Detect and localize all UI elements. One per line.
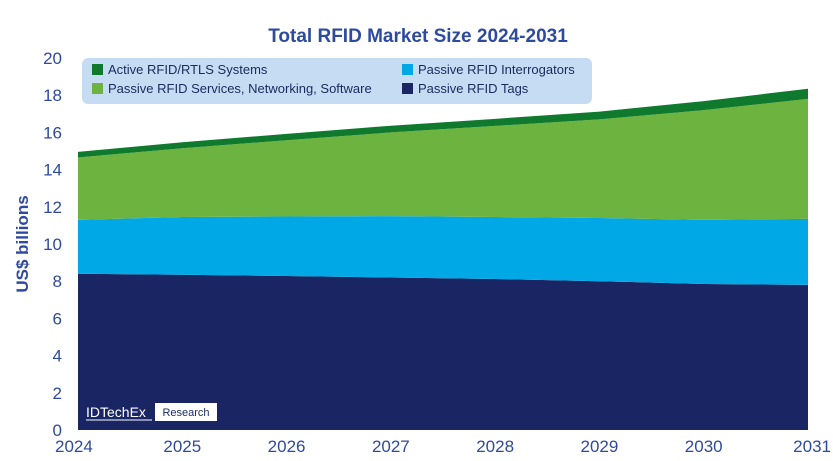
legend-item: Active RFID/RTLS Systems [92, 62, 268, 77]
area-passive-rfid-tags [78, 273, 808, 430]
y-tick-label: 2 [53, 384, 62, 403]
y-axis-label: US$ billions [13, 195, 32, 292]
legend-item: Passive RFID Services, Networking, Softw… [92, 81, 372, 96]
legend-label: Passive RFID Services, Networking, Softw… [108, 81, 372, 96]
brand-tag-box [155, 403, 217, 421]
legend-label: Passive RFID Tags [418, 81, 529, 96]
idtechex-logo: IDTechEx Research [86, 403, 217, 421]
legend-swatch [92, 64, 103, 75]
x-tick-label: 2029 [581, 437, 619, 456]
x-tick-label: 2031 [793, 437, 831, 456]
legend-swatch [92, 83, 103, 94]
y-tick-label: 14 [43, 161, 62, 180]
legend-item: Passive RFID Interrogators [402, 62, 575, 77]
x-axis-ticks: 2024 2025 2026 2027 2028 2029 2030 2031 [55, 437, 831, 456]
y-axis-ticks: 0 2 4 6 8 10 12 14 16 18 20 [43, 49, 62, 440]
legend-label: Active RFID/RTLS Systems [108, 62, 268, 77]
y-tick-label: 4 [53, 347, 62, 366]
legend-background [82, 58, 592, 104]
legend-item: Passive RFID Tags [402, 81, 529, 96]
x-tick-label: 2028 [476, 437, 514, 456]
x-tick-label: 2025 [163, 437, 201, 456]
x-tick-label: 2024 [55, 437, 93, 456]
area-passive-rfid-interrogators [78, 216, 808, 285]
y-tick-label: 20 [43, 49, 62, 68]
legend-swatch [402, 83, 413, 94]
area-passive-rfid-services-networking-software [78, 98, 808, 220]
area-layers [78, 88, 808, 430]
chart-title: Total RFID Market Size 2024-2031 [268, 26, 568, 47]
area-active-rfid-rtls-systems [78, 88, 808, 158]
legend: Active RFID/RTLS Systems Passive RFID Int… [82, 58, 592, 104]
brand-company: IDTechEx [86, 404, 146, 420]
y-tick-label: 18 [43, 86, 62, 105]
y-tick-label: 0 [53, 421, 62, 440]
brand-tag: Research [162, 407, 209, 419]
y-tick-label: 6 [53, 309, 62, 328]
x-tick-label: 2026 [268, 437, 306, 456]
y-tick-label: 8 [53, 272, 62, 291]
y-tick-label: 12 [43, 198, 62, 217]
x-tick-label: 2027 [372, 437, 410, 456]
y-tick-label: 10 [43, 235, 62, 254]
x-tick-label: 2030 [685, 437, 723, 456]
legend-swatch [402, 64, 413, 75]
legend-label: Passive RFID Interrogators [418, 62, 575, 77]
y-tick-label: 16 [43, 123, 62, 142]
